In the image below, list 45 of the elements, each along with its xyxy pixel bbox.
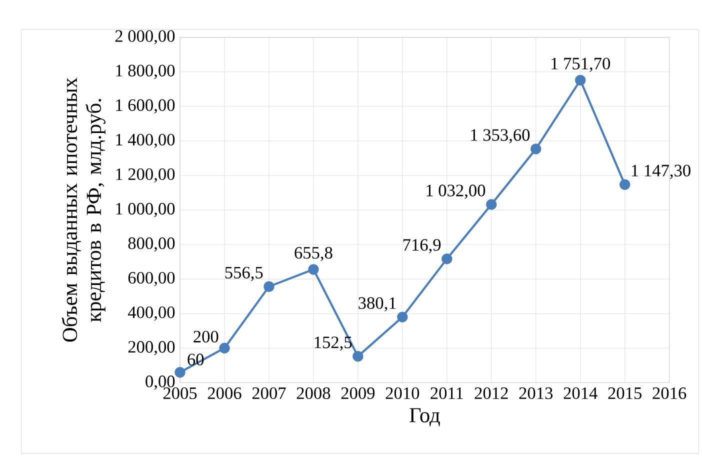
y-tick-label: 600,00 [128,272,175,286]
data-label: 152,5 [314,336,352,351]
data-label: 1 751,70 [552,58,610,72]
x-tick-label: 2012 [474,387,508,400]
x-tick-label: 2006 [208,387,242,400]
x-tick-label: 2011 [430,387,463,400]
point [352,350,364,362]
x-axis-title: Год [410,408,440,426]
y-tick-label: 1 200,00 [116,168,175,183]
y-axis-title: Объем выданных ипотечных кредитов в РФ, млд.руб. [62,78,106,342]
point [308,264,319,275]
y-tick-label: 400,00 [128,306,175,321]
y-tick-label: 1 000,00 [116,202,175,218]
x-tick-label: 2015 [608,387,642,400]
x-tick-label: 2007 [252,387,286,400]
x-tick-label: 2010 [386,387,420,400]
x-tick-label: 2014 [564,387,598,400]
point [575,74,586,86]
data-label: 1 353,60 [471,129,530,144]
x-tick-label: 2008 [296,387,330,400]
x-tick-label: 2016 [652,387,686,400]
y-tick-label: 2 000,00 [115,30,175,44]
point [442,254,452,264]
x-tick-label: 2009 [341,387,375,400]
data-label: 1 032,00 [426,184,486,199]
data-label: 200 [194,330,218,343]
data-label: 716,9 [403,239,441,254]
y-tick-label: 1 600,00 [116,99,175,114]
y-tick-label: 1 400,00 [116,134,175,148]
data-label: 1 147,30 [632,164,690,179]
point [397,312,408,322]
point [620,179,630,190]
data-label: 380,1 [358,297,396,312]
y-tick-label: 800,00 [128,237,175,252]
data-label: 655,8 [294,246,332,262]
y-tick-label: 200,00 [128,341,175,356]
point [530,144,542,154]
data-label: 60 [188,354,204,366]
point [174,366,186,378]
point [219,342,230,354]
x-tick-label: 2013 [519,387,553,400]
data-label: 556,5 [225,266,263,281]
y-tick-label: 1 800,00 [116,64,175,79]
point [486,199,497,210]
point [264,281,274,292]
